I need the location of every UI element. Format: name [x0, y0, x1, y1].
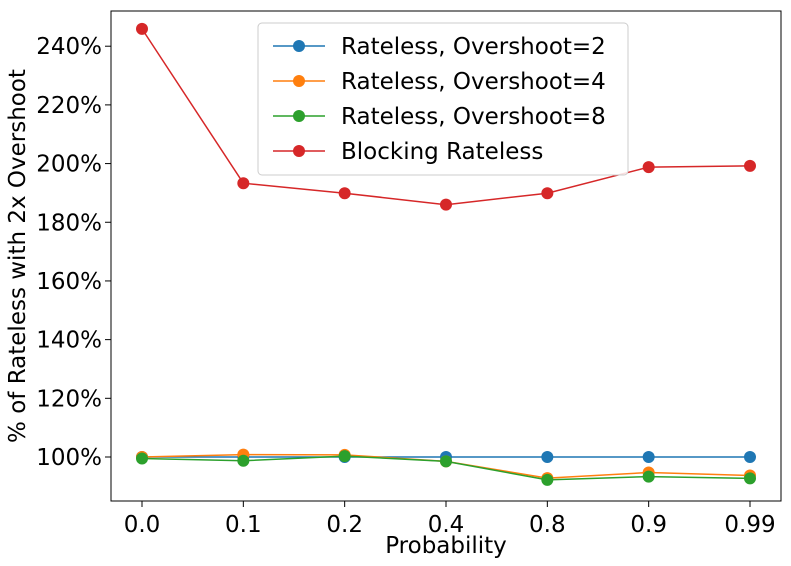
data-point: [744, 159, 756, 172]
legend-entry: Blocking Rateless: [273, 139, 543, 165]
data-point: [541, 473, 554, 486]
data-point: [237, 454, 250, 467]
y-tick-label: 180%: [36, 210, 102, 236]
data-point: [642, 161, 655, 174]
data-point: [136, 452, 148, 465]
legend-label: Rateless, Overshoot=2: [341, 34, 606, 60]
x-tick-label: 0.1: [225, 512, 262, 538]
data-point: [338, 450, 351, 463]
y-tick-label: 200%: [36, 152, 102, 178]
y-tick-label: 120%: [36, 386, 102, 412]
legend-marker: [293, 110, 305, 122]
y-tick-label: 140%: [36, 328, 102, 354]
x-tick-label: 0.8: [529, 512, 566, 538]
data-point: [642, 470, 655, 483]
data-point: [744, 450, 756, 463]
x-axis: 0.0 0.1 0.2 0.4 0.8 0.9 0.99: [124, 501, 776, 538]
plot-marks: [136, 22, 756, 486]
x-tick-label: 0.0: [124, 512, 161, 538]
legend: Rateless, Overshoot=2 Rateless, Overshoot…: [257, 22, 629, 176]
legend-marker: [293, 75, 305, 87]
x-tick-label: 0.9: [630, 512, 667, 538]
legend-entry: Rateless, Overshoot=8: [273, 104, 606, 130]
series-rateless-overshoot-8: [136, 450, 756, 486]
data-point: [136, 22, 148, 35]
legend-marker: [293, 145, 305, 157]
x-axis-title: Probability: [385, 533, 507, 559]
data-point: [237, 177, 250, 190]
x-tick-label: 0.99: [724, 512, 775, 538]
y-tick-label: 100%: [36, 445, 102, 471]
y-tick-label: 160%: [36, 269, 102, 295]
data-point: [440, 198, 452, 211]
data-point: [642, 450, 655, 463]
legend-label: Rateless, Overshoot=4: [341, 69, 606, 95]
x-tick-label: 0.4: [428, 512, 465, 538]
legend-entry: Rateless, Overshoot=2: [273, 34, 606, 60]
y-tick-label: 240%: [36, 34, 102, 60]
data-point: [338, 187, 351, 200]
data-point: [541, 187, 554, 200]
legend-entry: Rateless, Overshoot=4: [273, 69, 606, 95]
y-tick-label: 220%: [36, 93, 102, 119]
legend-label: Rateless, Overshoot=8: [341, 104, 606, 130]
legend-marker: [293, 40, 305, 52]
data-point: [541, 450, 554, 463]
series-blocking-rateless: [136, 22, 756, 211]
data-point: [440, 455, 452, 468]
data-point: [744, 472, 756, 485]
legend-box: [257, 22, 629, 176]
legend-label: Blocking Rateless: [341, 139, 543, 165]
y-axis: 100% 120% 140% 160% 180% 200% 220% 240%: [36, 34, 111, 471]
y-axis-title: % of Rateless with 2x Overshoot: [5, 69, 31, 443]
x-tick-label: 0.2: [326, 512, 363, 538]
